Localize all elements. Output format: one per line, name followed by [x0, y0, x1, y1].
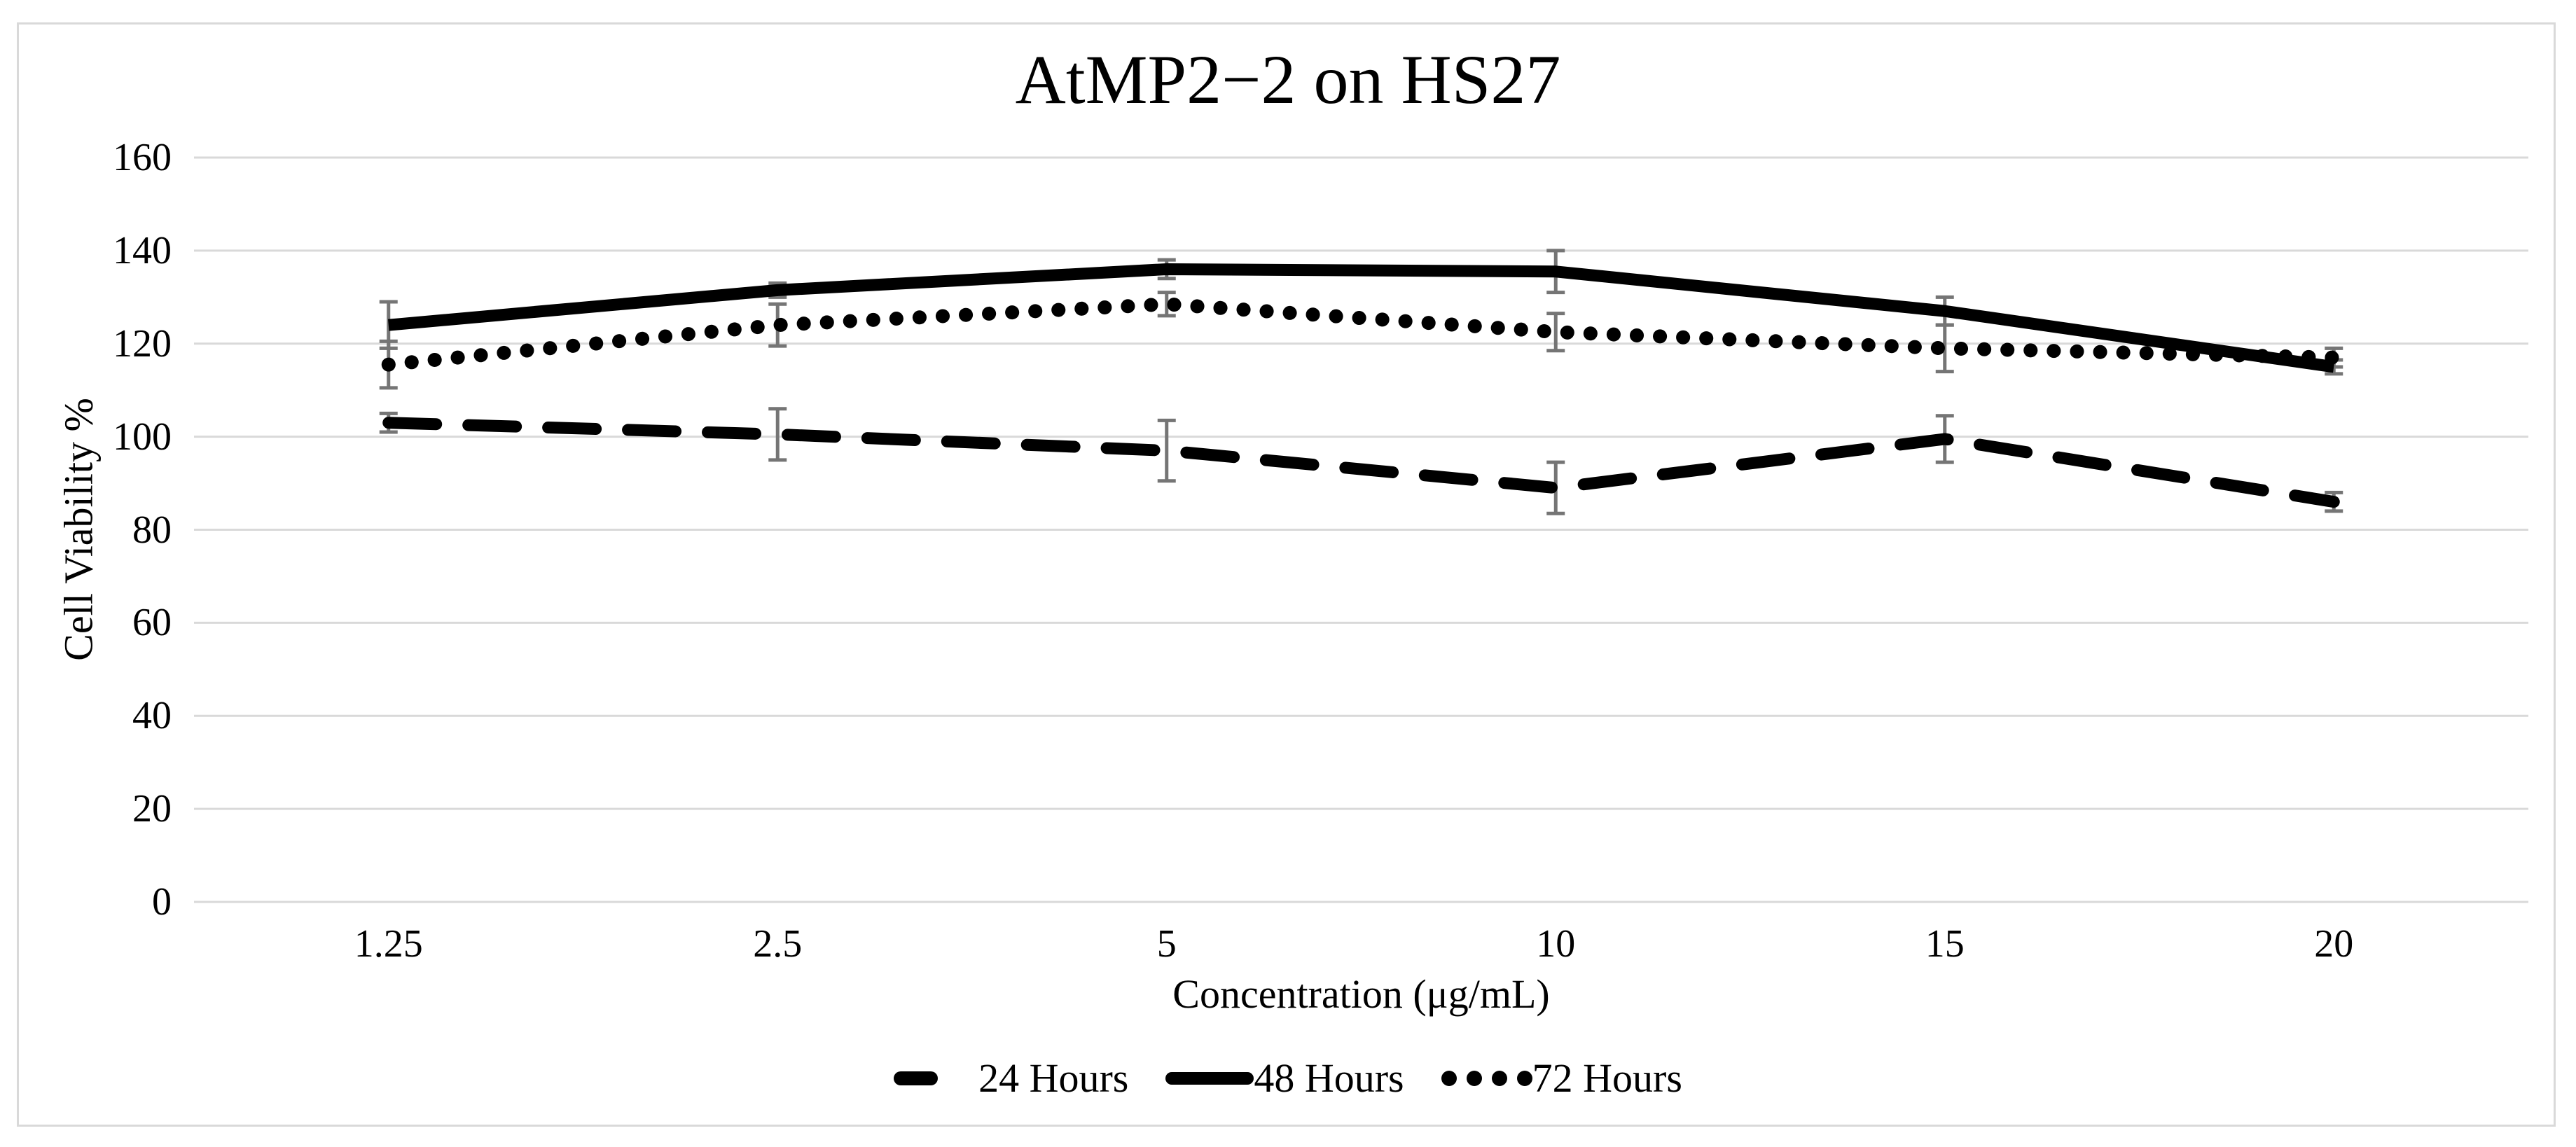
legend-label-24-hours: 24 Hours [978, 1055, 1129, 1101]
legend-label-48-hours: 48 Hours [1254, 1055, 1404, 1101]
legend-swatch-dashed-icon [894, 1071, 939, 1085]
legend-swatch-solid-icon [1165, 1072, 1254, 1085]
chart-title: AtMP2−2 on HS27 [1015, 41, 1561, 118]
series-line-48-hours [387, 263, 2335, 373]
error-bars-24-hours [379, 407, 2343, 515]
legend-item-24-hours: 24 Hours [894, 1055, 1128, 1102]
y-axis-title: Cell Viability % [55, 398, 102, 661]
series-line-24-hours [382, 417, 2340, 508]
legend-item-48-hours: 48 Hours [1165, 1055, 1404, 1102]
legend: 24 Hours 48 Hours 72 Hours [0, 1055, 2576, 1102]
legend-item-72-hours: 72 Hours [1441, 1055, 1682, 1102]
series-line-72-hours [381, 297, 2341, 372]
legend-swatch-dotted-icon [1441, 1071, 1532, 1086]
x-axis-title: Concentration (μg/mL) [1172, 971, 1550, 1017]
legend-label-72-hours: 72 Hours [1532, 1055, 1682, 1101]
figure-border [17, 22, 2556, 1127]
error-bars-72-hours [379, 291, 2343, 390]
